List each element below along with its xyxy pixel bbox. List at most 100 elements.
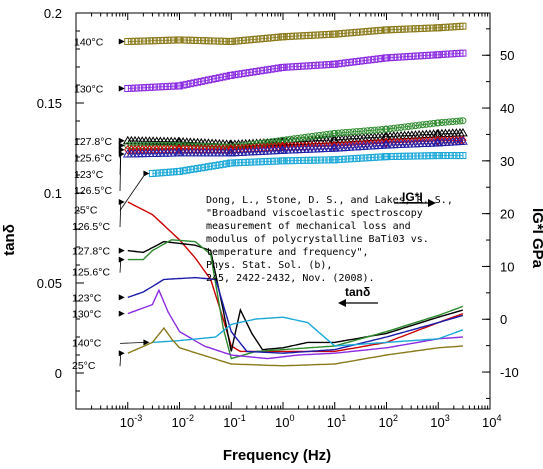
data-point <box>301 62 309 70</box>
data-point <box>271 65 279 73</box>
data-point <box>208 162 216 170</box>
data-point <box>212 74 220 82</box>
data-point <box>293 134 301 142</box>
data-point <box>352 154 360 162</box>
temperature-label-text: 125.6°C <box>72 267 110 279</box>
temperature-label-text: 140°C <box>72 337 102 349</box>
data-point <box>263 66 271 74</box>
data-point <box>374 153 382 161</box>
data-point <box>430 119 438 127</box>
data-point <box>445 23 453 31</box>
data-point <box>197 37 205 45</box>
data-point <box>459 152 467 160</box>
data-point <box>260 158 268 166</box>
data-point <box>279 63 287 71</box>
data-point <box>242 69 250 77</box>
data-point <box>256 35 264 43</box>
data-point <box>363 27 371 35</box>
reference-block: Dong, L., Stone, D. S., and Lakes, R. S.… <box>206 195 453 284</box>
modulus-series-line <box>152 155 463 174</box>
data-point <box>283 63 291 71</box>
data-point <box>338 129 346 137</box>
data-point <box>131 142 139 150</box>
data-point <box>315 61 323 69</box>
y-axis-left-title: tanδ <box>1 224 18 256</box>
data-point <box>367 126 375 134</box>
series-layer <box>122 22 468 367</box>
data-point <box>256 67 264 75</box>
data-point <box>260 139 268 147</box>
data-point <box>127 84 135 92</box>
data-point <box>171 82 179 90</box>
temperature-label-text: 25°C <box>74 205 98 217</box>
temperature-label-text: 125.6°C <box>74 153 112 165</box>
temperature-label-text: 123°C <box>74 169 104 181</box>
data-point <box>449 50 457 58</box>
data-point <box>445 118 453 126</box>
temperature-label-arrowhead <box>118 38 125 45</box>
data-point <box>245 36 253 44</box>
temperature-label-arrow <box>119 353 122 367</box>
data-point <box>253 67 261 75</box>
reference-line: "Broadband viscoelastic spectroscopy <box>206 208 423 219</box>
data-point <box>312 31 320 39</box>
data-point <box>145 83 153 91</box>
temperature-label-text: 126.5°C <box>74 185 112 197</box>
data-point <box>297 32 305 40</box>
data-point <box>179 36 187 44</box>
data-point <box>422 152 430 160</box>
data-point <box>401 152 409 160</box>
x-tick-label: 103 <box>430 413 449 430</box>
data-point <box>286 32 294 40</box>
tan-series-line <box>152 316 464 347</box>
data-point <box>142 37 150 45</box>
temperature-label-arrow <box>119 342 146 344</box>
modulus-series <box>124 22 467 46</box>
data-point <box>322 31 330 39</box>
data-point <box>245 69 253 77</box>
x-axis-title: Frequency (Hz) <box>223 447 331 464</box>
data-point <box>459 117 467 125</box>
temperature-label-arrowhead <box>118 137 125 144</box>
data-point <box>223 37 231 45</box>
data-point <box>367 27 375 35</box>
data-point <box>404 122 412 130</box>
modulus-legend-arrowhead <box>428 199 436 207</box>
data-point <box>274 33 282 41</box>
data-point <box>312 132 320 140</box>
data-point <box>438 24 446 32</box>
x-tick-label: 10-2 <box>172 413 194 430</box>
data-point <box>301 32 309 40</box>
data-point <box>415 121 423 129</box>
data-point <box>163 168 171 176</box>
data-point <box>356 57 364 65</box>
data-point <box>194 164 202 172</box>
data-point <box>356 28 364 36</box>
data-point <box>186 80 194 88</box>
data-point <box>263 34 271 42</box>
temperature-label: 125.6°C <box>72 256 125 279</box>
temperature-label-arrow <box>119 173 146 211</box>
data-point <box>156 83 164 91</box>
data-point <box>441 50 449 58</box>
data-point <box>438 50 446 58</box>
data-point <box>326 130 334 138</box>
data-point <box>345 155 353 163</box>
temperature-label: 126.5°C <box>74 150 125 197</box>
data-point <box>374 27 382 35</box>
data-point <box>438 152 446 160</box>
data-point <box>156 37 164 45</box>
data-point <box>297 134 305 142</box>
temperature-label-arrowhead <box>143 170 150 177</box>
data-point <box>334 129 342 137</box>
temperature-label-arrowhead <box>118 350 125 357</box>
y-left-tick-label: 0.05 <box>37 276 62 291</box>
data-point <box>256 139 264 147</box>
data-point <box>459 49 467 57</box>
data-point <box>383 54 390 62</box>
data-point <box>204 163 212 171</box>
data-point <box>138 84 146 92</box>
data-point <box>352 58 360 66</box>
data-point <box>430 51 438 59</box>
